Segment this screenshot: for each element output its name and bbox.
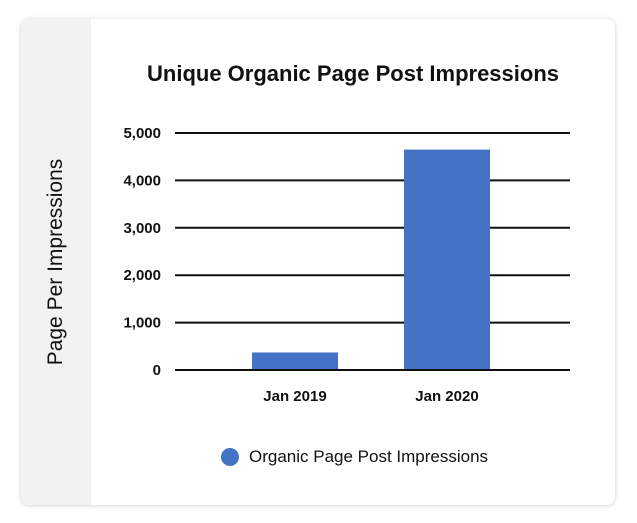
y-tick-label: 1,000	[123, 315, 161, 332]
legend-swatch	[221, 448, 239, 466]
y-tick-label: 2,000	[123, 267, 161, 284]
bar-chart-plot: 0 1,000 2,000 3,000 4,000 5,000 Jan 2019 Jan 20…	[123, 125, 570, 405]
legend: Organic Page Post Impressions	[221, 447, 488, 467]
legend-label: Organic Page Post Impressions	[249, 447, 489, 466]
x-tick-label: Jan 2020	[415, 388, 478, 405]
y-tick-label: 0	[153, 362, 161, 379]
y-tick-label: 5,000	[123, 125, 161, 142]
y-tick-label: 3,000	[123, 220, 161, 237]
chart-card: Page Per Impressions Unique Organic Page…	[21, 19, 615, 505]
x-tick-label: Jan 2019	[263, 388, 326, 405]
y-tick-label: 4,000	[123, 172, 161, 189]
bar	[252, 352, 338, 370]
chart-title: Unique Organic Page Post Impressions	[147, 61, 559, 86]
y-axis-label-panel: Page Per Impressions	[21, 19, 91, 505]
bar	[404, 149, 490, 370]
